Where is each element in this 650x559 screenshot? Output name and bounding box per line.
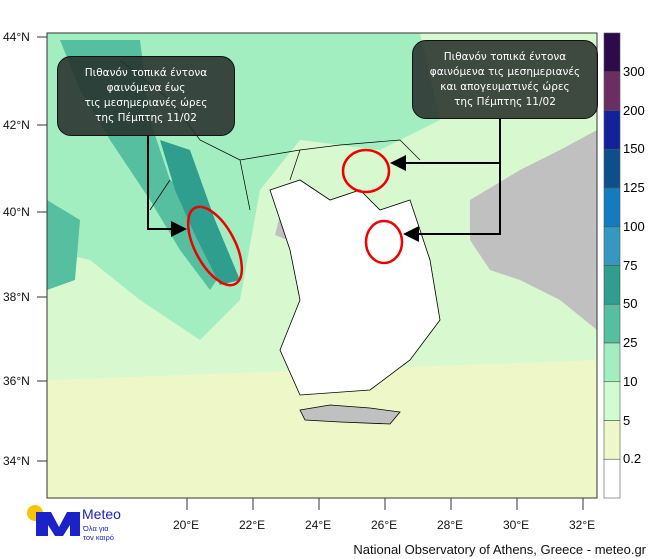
annotation-west: Πιθανόν τοπικά έντονα φαινόμενα έως τις … — [57, 56, 235, 136]
highlight-thrace — [341, 148, 391, 194]
logo-m-icon — [36, 512, 80, 536]
turkey-no-data — [470, 130, 597, 330]
colorbar-label: 5 — [623, 412, 631, 428]
colorbar-bin — [603, 187, 621, 228]
credit-text: National Observatory of Athens, Greece -… — [353, 542, 646, 557]
annotation-line: της Πέμπτης 11/02 — [454, 95, 556, 108]
country-borders — [119, 59, 421, 211]
colorbar — [603, 32, 621, 499]
annotation-line: και απογευματινές ώρες — [440, 80, 570, 93]
colorbar-bin — [603, 381, 621, 421]
colorbar-label: 200 — [623, 102, 645, 118]
lon-tick-label: 32°E — [569, 518, 596, 532]
logo-tagline-1: Όλα για — [83, 524, 109, 533]
annotation-line: φαινόμενα τις μεσημεριανές — [429, 65, 581, 78]
annotation-line: της Πέμπτης 11/02 — [95, 112, 197, 124]
lon-tick-label: 24°E — [305, 518, 332, 532]
lat-tick-label: 38°N — [3, 290, 30, 304]
colorbar-bin — [603, 110, 621, 150]
colorbar-bin — [603, 265, 621, 305]
logo-name: Meteo — [82, 506, 121, 522]
colorbar-bin — [603, 420, 621, 460]
colorbar-bin — [603, 148, 621, 189]
colorbar-bin — [603, 226, 621, 266]
colorbar-label: 0.2 — [623, 451, 642, 467]
lon-tick-label: 28°E — [437, 518, 464, 532]
lat-tick-label: 40°N — [3, 205, 30, 219]
axis-ticks — [37, 36, 584, 510]
heavy-rain-core — [160, 140, 240, 285]
map-frame — [46, 32, 598, 499]
logo-tagline-2: τον καιρό — [83, 533, 114, 542]
annotation-line: τις μεσημεριανές ώρες — [84, 97, 208, 109]
colorbar-label: 50 — [623, 296, 638, 312]
heavy-rain-adriatic — [47, 200, 80, 290]
colorbar-bin — [603, 71, 621, 111]
highlight-epirus — [186, 205, 244, 287]
colorbar-label: 75 — [623, 257, 638, 273]
lat-tick-label: 36°N — [3, 374, 30, 388]
lon-tick-label: 20°E — [173, 518, 200, 532]
colorbar-label: 100 — [623, 218, 645, 234]
lat-tick-label: 44°N — [3, 30, 30, 44]
colorbar-bin — [603, 32, 621, 73]
colorbar-bin — [603, 458, 621, 499]
colorbar-label: 150 — [623, 141, 645, 157]
aegean-sea — [269, 179, 441, 396]
lon-tick-label: 30°E — [503, 518, 530, 532]
annotation-line: Πιθανόν τοπικά έντονα — [443, 50, 567, 63]
colorbar-label: 25 — [623, 335, 638, 350]
crete — [299, 404, 401, 425]
colorbar-label: 300 — [623, 63, 645, 79]
colorbar-label: 10 — [623, 373, 638, 389]
lon-tick-label: 22°E — [239, 518, 266, 532]
annotation-line: Πιθανόν τοπικά έντονα — [84, 67, 208, 79]
arrow-west — [147, 135, 187, 237]
annotation-east: Πιθανόν τοπικά έντονα φαινόμενα τις μεση… — [412, 40, 598, 119]
colorbar-label: 125 — [623, 180, 645, 195]
lat-tick-label: 34°N — [3, 454, 30, 468]
colorbar-bin — [603, 342, 621, 383]
arrow-lesvos — [403, 163, 501, 242]
highlight-lesvos — [364, 219, 404, 265]
lon-tick-label: 26°E — [371, 518, 398, 532]
lat-tick-label: 42°N — [3, 118, 30, 132]
south-sea-area — [47, 360, 597, 498]
annotation-line: φαινόμενα έως — [106, 82, 186, 94]
colorbar-bin — [603, 303, 621, 344]
